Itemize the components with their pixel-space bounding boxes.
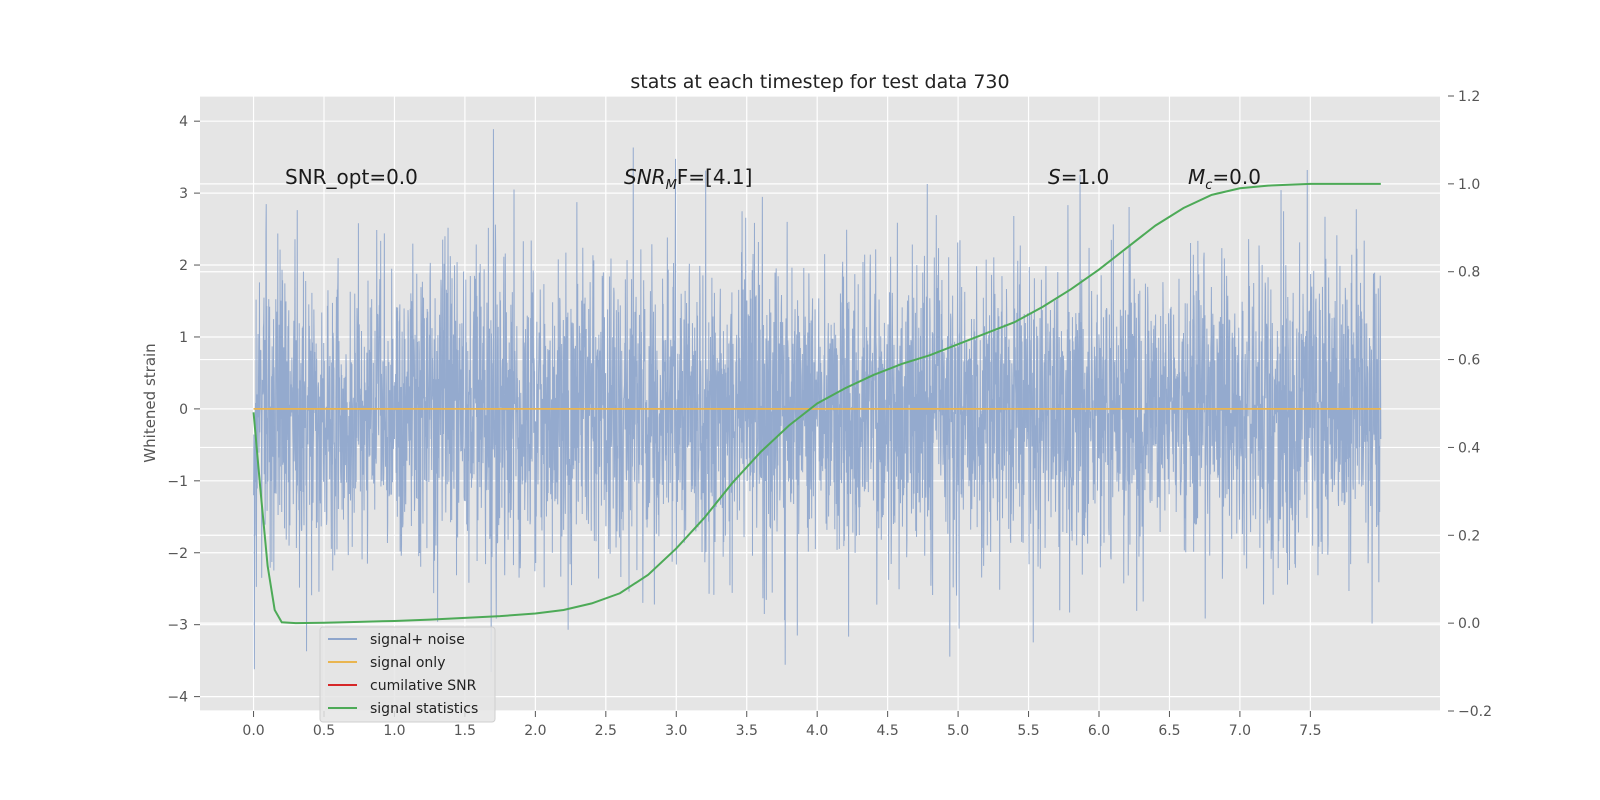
- y2-tick-label-6: 1.0: [1458, 177, 1480, 193]
- signal-statistics-line: [252, 182, 1381, 625]
- legend-label-signal-only: signal only: [370, 655, 445, 671]
- y2-tick-label-4: 0.6: [1458, 353, 1480, 369]
- annotation-s: S=1.0: [1048, 165, 1109, 189]
- y-axis: −4 −3 −2 −1 0 1 2 3 4: [167, 114, 200, 706]
- x-tick-label-13: 6.5: [1158, 723, 1180, 739]
- x-tick-label-5: 2.5: [595, 723, 617, 739]
- y-tick-label-8: 4: [179, 114, 188, 130]
- series-signal-noise: [253, 129, 1382, 672]
- legend-label-signal-noise: signal+ noise: [370, 632, 465, 648]
- y-tick-label-0: −4: [167, 690, 188, 706]
- annotation-s-tail: =1.0: [1061, 165, 1110, 189]
- y-tick-label-6: 2: [179, 258, 188, 274]
- x-tick-label-1: 0.5: [313, 723, 335, 739]
- y-tick-label-2: −2: [167, 546, 188, 562]
- chart-title: stats at each timestep for test data 730: [630, 71, 1009, 93]
- legend: signal+ noise signal only cumilative SNR…: [319, 626, 496, 723]
- legend-label-cumilative-snr: cumilative SNR: [370, 678, 477, 694]
- y2-tick-label-0: −0.2: [1458, 704, 1492, 720]
- x-tick-label-11: 5.5: [1017, 723, 1039, 739]
- y2-tick-label-7: 1.2: [1458, 89, 1480, 105]
- annotation-mc: Mc=0.0: [1188, 165, 1261, 193]
- y2-tick-label-1: 0.0: [1458, 616, 1480, 632]
- x-tick-label-10: 5.0: [947, 723, 969, 739]
- x-axis: 0.0 0.5 1.0 1.5 2.0 2.5 3.0 3.5 4.0 4.5 5.0 5.5 6.0 6…: [242, 711, 1321, 739]
- y2-axis: −0.2 0.0 0.2 0.4 0.6 0.8 1.0 1.2: [1448, 89, 1492, 720]
- legend-box: [319, 626, 496, 723]
- y-tick-label-5: 1: [179, 330, 188, 346]
- x-tick-label-4: 2.0: [524, 723, 546, 739]
- x-tick-label-6: 3.0: [665, 723, 687, 739]
- series-lines: [252, 182, 1381, 625]
- y2-tick-label-5: 0.8: [1458, 265, 1480, 281]
- annotation-snr-mf-tail: F=[4.1]: [677, 165, 753, 189]
- annotation-s-main: S: [1048, 165, 1061, 189]
- annotation-mc-sub: c: [1205, 178, 1212, 193]
- y-tick-label-1: −3: [167, 618, 188, 634]
- annotation-mc-tail: =0.0: [1212, 165, 1261, 189]
- x-tick-label-7: 3.5: [736, 723, 758, 739]
- x-tick-label-0: 0.0: [242, 723, 264, 739]
- legend-label-signal-statistics: signal statistics: [370, 701, 478, 717]
- annotation-snr-mf: SNRMF=[4.1]: [624, 165, 752, 193]
- annotation-snr-mf-main: SNR: [624, 165, 666, 189]
- annotation-snr-opt: SNR_opt=0.0: [285, 165, 418, 189]
- annotation-mc-main: M: [1188, 165, 1205, 189]
- y-tick-label-4: 0: [179, 402, 188, 418]
- annotation-snr-mf-sub: M: [666, 178, 677, 193]
- y2-tick-label-2: 0.2: [1458, 528, 1480, 544]
- signal-noise-line: [253, 129, 1382, 672]
- x-tick-label-15: 7.5: [1299, 723, 1321, 739]
- x-tick-label-14: 7.0: [1229, 723, 1251, 739]
- y2-tick-label-3: 0.4: [1458, 440, 1480, 456]
- x-tick-label-2: 1.0: [383, 723, 405, 739]
- x-tick-label-3: 1.5: [454, 723, 476, 739]
- y-axis-label: Whitened strain: [141, 343, 159, 462]
- x-tick-label-12: 6.0: [1088, 723, 1110, 739]
- x-tick-label-9: 4.5: [877, 723, 899, 739]
- y-tick-label-3: −1: [167, 474, 188, 490]
- x-tick-label-8: 4.0: [806, 723, 828, 739]
- y-tick-label-7: 3: [179, 186, 188, 202]
